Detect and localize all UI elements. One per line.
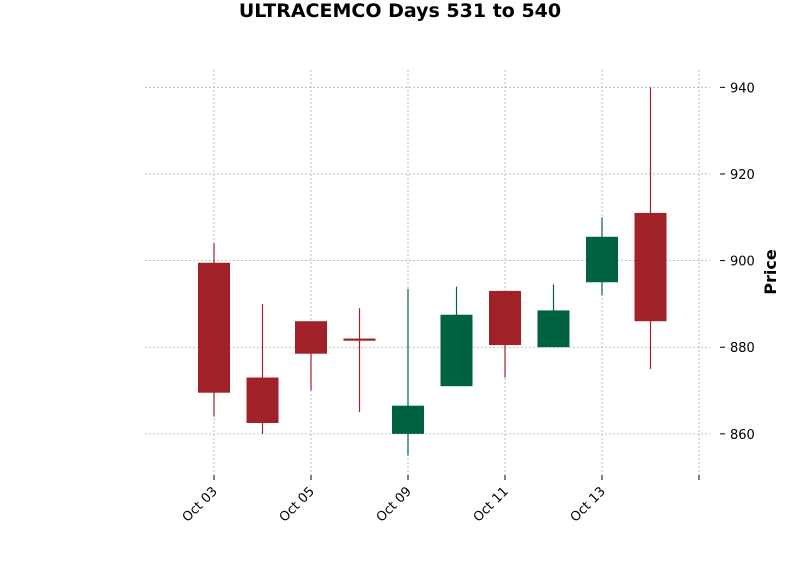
candle-layer [198, 87, 667, 456]
x-tick-label: Oct 13 [568, 484, 609, 525]
candle [392, 288, 424, 456]
y-tick-label: 900 [730, 255, 755, 270]
x-tick-label: Oct 09 [374, 484, 415, 525]
x-tick-label: Oct 05 [277, 484, 318, 525]
candle-body [246, 377, 279, 424]
y-tick-label: 860 [730, 428, 755, 443]
candle [295, 321, 327, 391]
candle-body [489, 290, 521, 346]
chart-title: ULTRACEMCO Days 531 to 540 [238, 0, 562, 22]
candle-body [634, 212, 667, 322]
y-tick-label: 920 [730, 168, 755, 183]
x-tick-label: Oct 11 [471, 484, 512, 525]
y-tick-label: 880 [730, 341, 755, 356]
candle [586, 217, 618, 296]
candle [634, 87, 667, 369]
candle [246, 303, 279, 434]
candle-body [440, 314, 473, 387]
y-axis-label: Price [761, 249, 780, 295]
axis-layer: 860 880 900 920 940 Oct 03 Oct 05 Oct 09 Oct 11 O… [180, 81, 755, 525]
candle-body [295, 321, 327, 354]
candle-body [198, 262, 230, 393]
candle [198, 243, 230, 417]
candle-body [343, 338, 376, 341]
candle-body [586, 236, 618, 283]
candle [343, 308, 376, 413]
candle [537, 284, 570, 348]
candle-body [392, 405, 424, 434]
candle [440, 286, 473, 387]
candle-body [537, 310, 570, 348]
candle [489, 290, 521, 378]
x-tick-label: Oct 03 [180, 484, 221, 525]
y-tick-label: 940 [730, 81, 755, 96]
